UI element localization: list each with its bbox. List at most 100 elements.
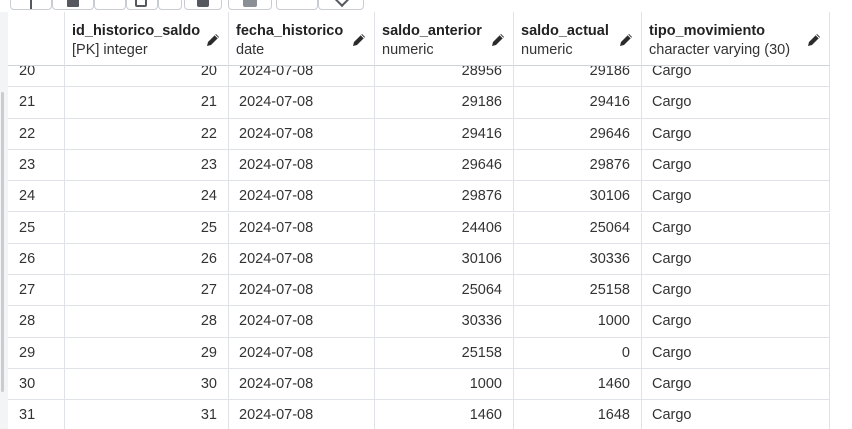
table-row[interactable]: 26 26 2024-07-08 30106 30336 Cargo (8, 243, 830, 276)
table-row[interactable]: 29 29 2024-07-08 25158 0 Cargo (8, 337, 830, 369)
cell-saldo-anterior[interactable]: 25158 (375, 337, 514, 369)
cell-id[interactable]: 20 (65, 66, 229, 88)
cell-tipo[interactable]: Cargo (642, 337, 830, 369)
cell-saldo-anterior[interactable]: 24406 (375, 212, 514, 244)
table-row[interactable]: 22 22 2024-07-08 29416 29646 Cargo (8, 118, 830, 150)
cell-fecha[interactable]: 2024-07-08 (229, 118, 375, 150)
cell-fecha[interactable]: 2024-07-08 (229, 87, 375, 119)
sql-button[interactable] (228, 0, 272, 10)
row-number[interactable]: 23 (8, 149, 65, 182)
cell-tipo[interactable]: Cargo (642, 118, 830, 150)
table-row[interactable]: 28 28 2024-07-08 30336 1000 Cargo (8, 306, 830, 338)
cell-fecha[interactable]: 2024-07-08 (229, 369, 375, 401)
row-number[interactable]: 25 (8, 212, 65, 244)
table-row[interactable]: 30 30 2024-07-08 1000 1460 Cargo (8, 369, 830, 401)
cell-saldo-anterior[interactable]: 28956 (375, 66, 514, 88)
cell-tipo[interactable]: Cargo (642, 149, 830, 182)
cell-fecha[interactable]: 2024-07-08 (229, 306, 375, 338)
pencil-icon[interactable] (618, 32, 634, 48)
cell-saldo-actual[interactable]: 0 (514, 337, 642, 369)
cell-saldo-actual[interactable]: 29876 (514, 149, 642, 182)
cell-saldo-anterior[interactable]: 25064 (375, 275, 514, 307)
paste-button[interactable] (94, 0, 126, 10)
cell-id[interactable]: 29 (65, 337, 229, 369)
left-scroll-strip[interactable] (0, 12, 8, 429)
row-number[interactable]: 30 (8, 369, 65, 401)
cell-tipo[interactable]: Cargo (642, 212, 830, 244)
cell-saldo-actual[interactable]: 25064 (514, 212, 642, 244)
cell-fecha[interactable]: 2024-07-08 (229, 149, 375, 182)
table-row[interactable]: 25 25 2024-07-08 24406 25064 Cargo (8, 212, 830, 244)
row-number[interactable]: 22 (8, 118, 65, 150)
column-header-saldo-actual[interactable]: saldo_actual numeric (514, 12, 642, 66)
cell-id[interactable]: 31 (65, 400, 229, 429)
cell-id[interactable]: 21 (65, 87, 229, 119)
cell-saldo-actual[interactable]: 29646 (514, 118, 642, 150)
table-row[interactable]: 31 31 2024-07-08 1460 1648 Cargo (8, 400, 830, 429)
row-number[interactable]: 28 (8, 306, 65, 338)
table-row[interactable]: 23 23 2024-07-08 29646 29876 Cargo (8, 149, 830, 182)
cell-saldo-anterior[interactable]: 1000 (375, 369, 514, 401)
cell-id[interactable]: 22 (65, 118, 229, 150)
cell-id[interactable]: 25 (65, 212, 229, 244)
cell-id[interactable]: 27 (65, 275, 229, 307)
row-number[interactable]: 27 (8, 275, 65, 307)
cell-fecha[interactable]: 2024-07-08 (229, 275, 375, 307)
cell-saldo-actual[interactable]: 30336 (514, 243, 642, 276)
cell-saldo-actual[interactable]: 1000 (514, 306, 642, 338)
row-number[interactable]: 20 (8, 66, 65, 88)
column-header-tipo-movimiento[interactable]: tipo_movimiento character varying (30) (642, 12, 830, 66)
cell-tipo[interactable]: Cargo (642, 87, 830, 119)
cell-saldo-anterior[interactable]: 1460 (375, 400, 514, 429)
row-number[interactable]: 29 (8, 337, 65, 369)
table-row[interactable]: 24 24 2024-07-08 29876 30106 Cargo (8, 181, 830, 213)
cell-id[interactable]: 23 (65, 149, 229, 182)
cell-saldo-actual[interactable]: 30106 (514, 181, 642, 213)
cell-saldo-anterior[interactable]: 29876 (375, 181, 514, 213)
copy-button[interactable] (52, 0, 94, 10)
cell-id[interactable]: 24 (65, 181, 229, 213)
cell-saldo-anterior[interactable]: 30336 (375, 306, 514, 338)
cell-fecha[interactable]: 2024-07-08 (229, 181, 375, 213)
row-number[interactable]: 21 (8, 87, 65, 119)
cell-fecha[interactable]: 2024-07-08 (229, 337, 375, 369)
cell-id[interactable]: 30 (65, 369, 229, 401)
cell-saldo-anterior[interactable]: 29416 (375, 118, 514, 150)
cell-saldo-actual[interactable]: 29186 (514, 66, 642, 88)
table-row[interactable]: 21 21 2024-07-08 29186 29416 Cargo (8, 87, 830, 119)
delete-button[interactable] (184, 0, 222, 10)
pencil-icon[interactable] (490, 32, 506, 48)
filter-button[interactable] (158, 0, 182, 10)
row-number[interactable]: 31 (8, 400, 65, 429)
cell-tipo[interactable]: Cargo (642, 243, 830, 276)
cell-fecha[interactable]: 2024-07-08 (229, 400, 375, 429)
pencil-icon[interactable] (806, 32, 822, 48)
cell-tipo[interactable]: Cargo (642, 306, 830, 338)
table-row[interactable]: 27 27 2024-07-08 25064 25158 Cargo (8, 275, 830, 307)
cell-id[interactable]: 26 (65, 243, 229, 276)
cell-saldo-anterior[interactable]: 29646 (375, 149, 514, 182)
cell-id[interactable]: 28 (65, 306, 229, 338)
cell-tipo[interactable]: Cargo (642, 400, 830, 429)
pencil-icon[interactable] (351, 32, 367, 48)
row-number-header[interactable] (8, 12, 65, 66)
cell-tipo[interactable]: Cargo (642, 369, 830, 401)
column-header-saldo-anterior[interactable]: saldo_anterior numeric (375, 12, 514, 66)
edit-options-button[interactable] (276, 0, 318, 10)
pencil-icon[interactable] (205, 32, 221, 48)
scrollbar-thumb[interactable] (1, 92, 4, 392)
cell-tipo[interactable]: Cargo (642, 275, 830, 307)
column-header-id-historico-saldo[interactable]: id_historico_saldo [PK] integer (65, 12, 229, 66)
add-row-button[interactable] (10, 0, 52, 10)
cell-saldo-actual[interactable]: 29416 (514, 87, 642, 119)
cell-tipo[interactable]: Cargo (642, 66, 830, 88)
cell-saldo-anterior[interactable]: 29186 (375, 87, 514, 119)
cell-saldo-actual[interactable]: 1648 (514, 400, 642, 429)
cell-fecha[interactable]: 2024-07-08 (229, 243, 375, 276)
cell-saldo-anterior[interactable]: 30106 (375, 243, 514, 276)
row-number[interactable]: 24 (8, 181, 65, 213)
cell-tipo[interactable]: Cargo (642, 181, 830, 213)
cell-fecha[interactable]: 2024-07-08 (229, 66, 375, 88)
cell-fecha[interactable]: 2024-07-08 (229, 212, 375, 244)
download-button[interactable] (318, 0, 364, 10)
